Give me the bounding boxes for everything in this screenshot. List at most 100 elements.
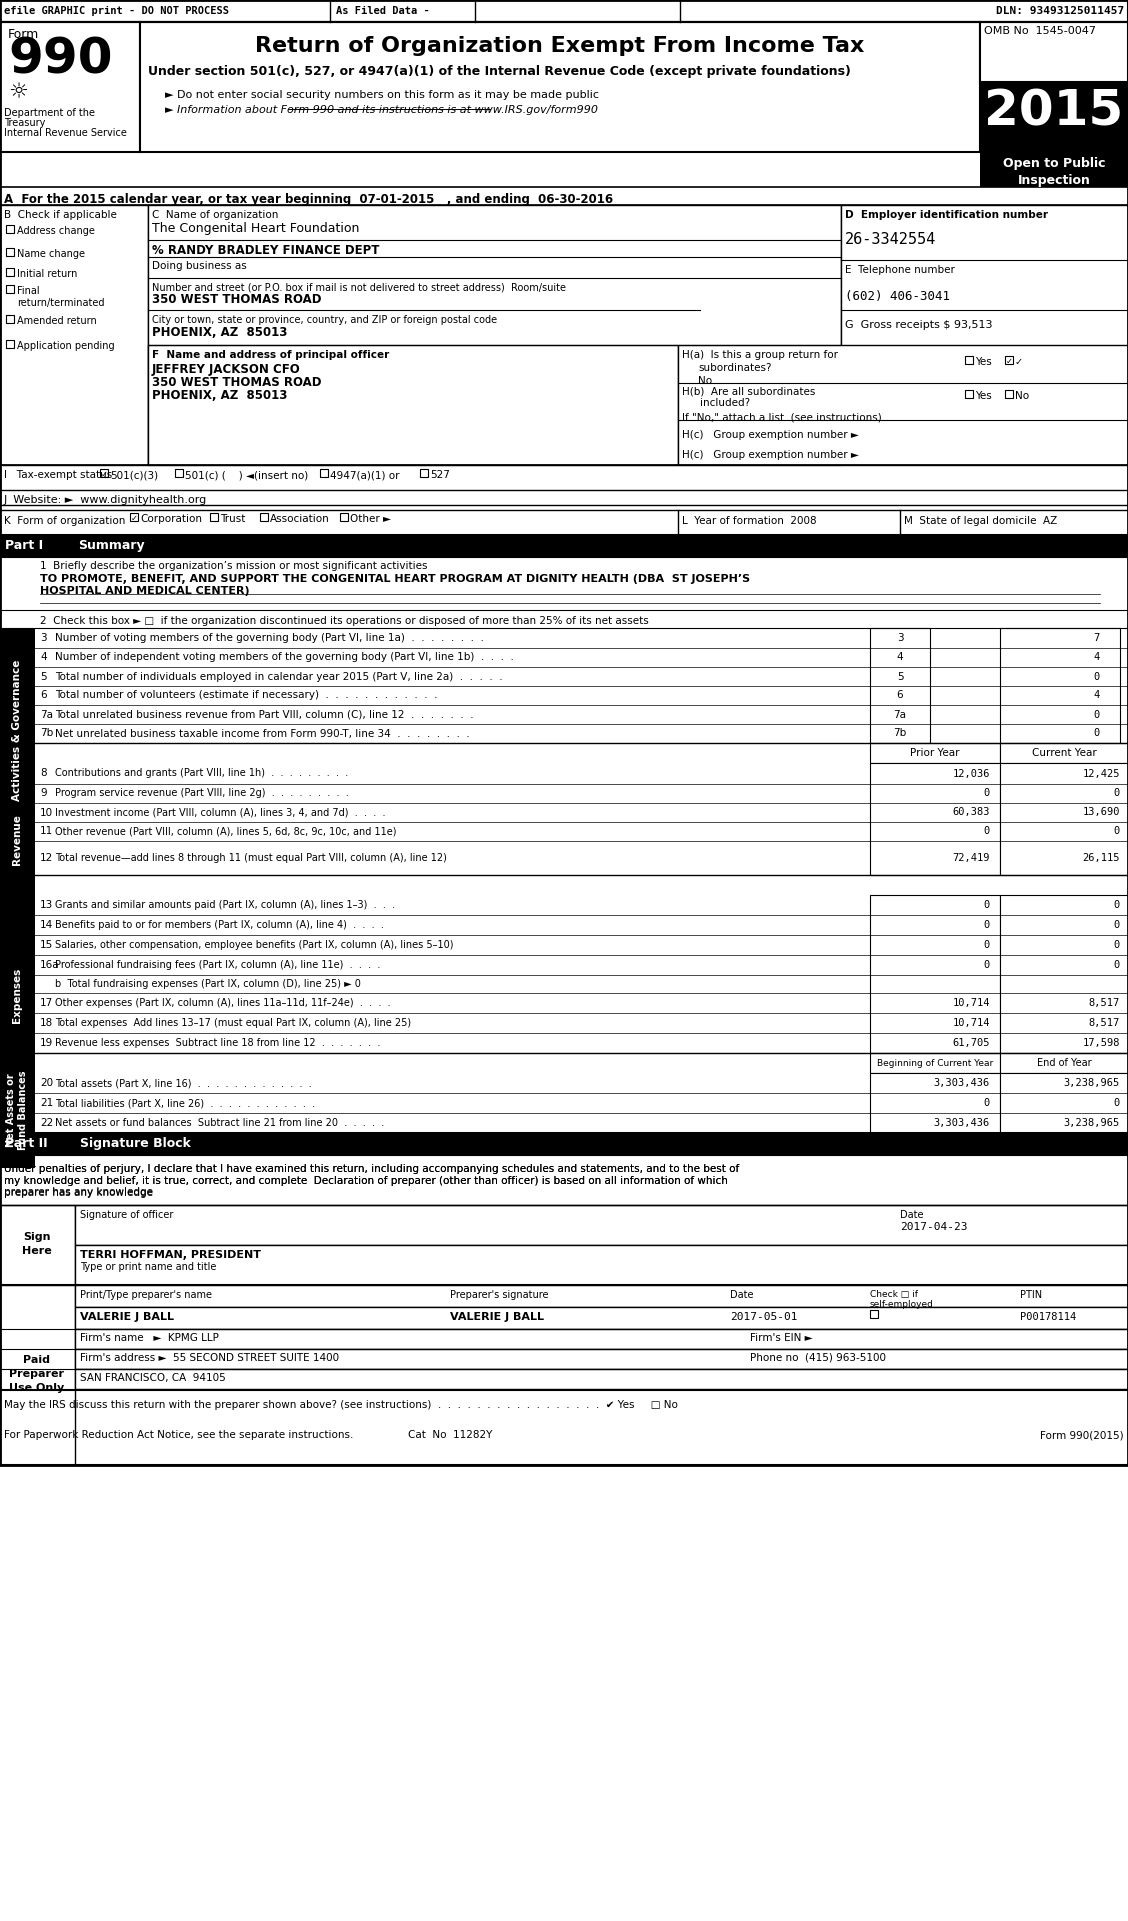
Text: 15: 15: [39, 939, 53, 951]
Text: 19: 19: [39, 1037, 53, 1049]
Text: Yes: Yes: [975, 357, 992, 367]
Text: Part II: Part II: [5, 1137, 47, 1151]
Text: 0: 0: [1113, 920, 1120, 930]
Text: G  Gross receipts $ 93,513: G Gross receipts $ 93,513: [845, 321, 993, 330]
Bar: [340, 513, 349, 521]
Bar: [420, 469, 428, 476]
Text: Total liabilities (Part X, line 26)  .  .  .  .  .  .  .  .  .  .  .  .: Total liabilities (Part X, line 26) . . …: [55, 1099, 315, 1108]
Text: TO PROMOTE, BENEFIT, AND SUPPORT THE CONGENITAL HEART PROGRAM AT DIGNITY HEALTH : TO PROMOTE, BENEFIT, AND SUPPORT THE CON…: [39, 574, 750, 584]
Text: Beginning of Current Year: Beginning of Current Year: [876, 1058, 993, 1068]
Bar: [1005, 390, 1013, 398]
Text: 7b: 7b: [893, 728, 907, 738]
Text: Net Assets or
Fund Balances: Net Assets or Fund Balances: [6, 1070, 28, 1151]
Bar: [0, 206, 148, 465]
Text: 11: 11: [39, 826, 53, 836]
Bar: [6, 225, 14, 232]
Text: Open to Public
Inspection: Open to Public Inspection: [1003, 158, 1105, 186]
Text: Initial return: Initial return: [17, 269, 78, 279]
Text: B  Check if applicable: B Check if applicable: [5, 209, 117, 221]
Text: Cat  No  11282Y: Cat No 11282Y: [408, 1429, 492, 1441]
Text: H(b)  Are all subordinates: H(b) Are all subordinates: [682, 386, 816, 398]
Text: HOSPITAL AND MEDICAL CENTER): HOSPITAL AND MEDICAL CENTER): [39, 586, 249, 596]
Bar: [0, 536, 1128, 557]
Text: 350 WEST THOMAS ROAD: 350 WEST THOMAS ROAD: [152, 294, 321, 305]
Text: 7a: 7a: [39, 709, 53, 720]
Text: 350 WEST THOMAS ROAD: 350 WEST THOMAS ROAD: [152, 377, 321, 388]
Bar: [2, 538, 68, 555]
Bar: [140, 21, 980, 152]
Bar: [1001, 1074, 1128, 1133]
Text: 0: 0: [1113, 960, 1120, 970]
Text: Form 990(2015): Form 990(2015): [1040, 1429, 1123, 1441]
Text: K  Form of organization: K Form of organization: [5, 517, 125, 526]
Text: Total number of volunteers (estimate if necessary)  .  .  .  .  .  .  .  .  .  .: Total number of volunteers (estimate if …: [55, 690, 438, 701]
Text: 3: 3: [39, 634, 46, 644]
Text: Yes: Yes: [975, 392, 992, 401]
Text: Sign
Here: Sign Here: [23, 1233, 52, 1256]
Bar: [0, 0, 1128, 21]
Text: b  Total fundraising expenses (Part IX, column (D), line 25) ► 0: b Total fundraising expenses (Part IX, c…: [55, 980, 361, 989]
Bar: [259, 513, 268, 521]
Text: 26,115: 26,115: [1083, 853, 1120, 863]
Text: 0: 0: [1113, 901, 1120, 911]
Text: PTIN: PTIN: [1020, 1291, 1042, 1301]
Text: 0: 0: [1094, 672, 1100, 682]
Text: 6: 6: [897, 690, 904, 701]
Text: 61,705: 61,705: [952, 1037, 990, 1049]
Text: Net unrelated business taxable income from Form 990-T, line 34  .  .  .  .  .  .: Net unrelated business taxable income fr…: [55, 728, 469, 738]
Bar: [148, 346, 678, 465]
Text: 4947(a)(1) or: 4947(a)(1) or: [331, 471, 399, 480]
Text: Under penalties of perjury, I declare that I have examined this return, includin: Under penalties of perjury, I declare th…: [5, 1164, 739, 1174]
Text: 5: 5: [39, 672, 46, 682]
Bar: [1001, 763, 1128, 874]
Text: 0: 0: [1113, 788, 1120, 799]
Text: 8,517: 8,517: [1089, 999, 1120, 1009]
Text: my knowledge and belief, it is true, correct, and complete  Declaration of prepa: my knowledge and belief, it is true, cor…: [5, 1176, 728, 1185]
Text: 0: 0: [1094, 728, 1100, 738]
Text: 4: 4: [1094, 653, 1100, 663]
Bar: [74, 1370, 1128, 1389]
Text: Total revenue—add lines 8 through 11 (must equal Part VIII, column (A), line 12): Total revenue—add lines 8 through 11 (mu…: [55, 853, 447, 863]
Text: Part I: Part I: [5, 540, 43, 551]
Text: included?: included?: [700, 398, 750, 407]
Text: 12: 12: [39, 853, 53, 863]
Text: Phone no  (415) 963-5100: Phone no (415) 963-5100: [750, 1352, 885, 1364]
Text: 72,419: 72,419: [952, 853, 990, 863]
Text: ✓: ✓: [1006, 357, 1013, 367]
Text: Total assets (Part X, line 16)  .  .  .  .  .  .  .  .  .  .  .  .  .: Total assets (Part X, line 16) . . . . .…: [55, 1078, 311, 1087]
Text: Under penalties of perjury, I declare that I have examined this return, includin: Under penalties of perjury, I declare th…: [5, 1164, 739, 1197]
Text: ✓: ✓: [131, 515, 138, 523]
Text: JEFFREY JACKSON CFO: JEFFREY JACKSON CFO: [152, 363, 301, 377]
Bar: [870, 1074, 1001, 1133]
Bar: [678, 346, 1128, 465]
Bar: [1001, 628, 1120, 743]
Bar: [74, 1285, 1128, 1306]
Bar: [74, 1245, 1128, 1285]
Text: TERRI HOFFMAN, PRESIDENT: TERRI HOFFMAN, PRESIDENT: [80, 1251, 261, 1260]
Bar: [74, 1306, 1128, 1329]
Text: 21: 21: [39, 1099, 53, 1108]
Text: (602) 406-3041: (602) 406-3041: [845, 290, 950, 304]
Bar: [870, 743, 1001, 763]
Bar: [870, 763, 1001, 874]
Text: ► Do not enter social security numbers on this form as it may be made public: ► Do not enter social security numbers o…: [165, 90, 599, 100]
Text: Final
return/terminated: Final return/terminated: [17, 286, 105, 307]
Text: For Paperwork Reduction Act Notice, see the separate instructions.: For Paperwork Reduction Act Notice, see …: [5, 1429, 353, 1441]
Text: H(a)  Is this a group return for: H(a) Is this a group return for: [682, 350, 838, 359]
Bar: [0, 465, 1128, 505]
Bar: [148, 206, 841, 465]
Text: 5: 5: [897, 672, 904, 682]
Text: H(c)   Group exemption number ►: H(c) Group exemption number ►: [682, 450, 858, 459]
Text: 7a: 7a: [893, 709, 907, 720]
Bar: [6, 269, 14, 277]
Text: 6: 6: [39, 690, 46, 701]
Text: 0: 0: [984, 920, 990, 930]
Text: 10,714: 10,714: [952, 999, 990, 1009]
Bar: [980, 83, 1128, 152]
Text: 14: 14: [39, 920, 53, 930]
Text: 2017-05-01: 2017-05-01: [730, 1312, 797, 1322]
Text: Return of Organization Exempt From Income Tax: Return of Organization Exempt From Incom…: [255, 36, 865, 56]
Text: 12,425: 12,425: [1083, 768, 1120, 778]
Text: Date: Date: [900, 1210, 924, 1220]
Text: 4: 4: [897, 653, 904, 663]
